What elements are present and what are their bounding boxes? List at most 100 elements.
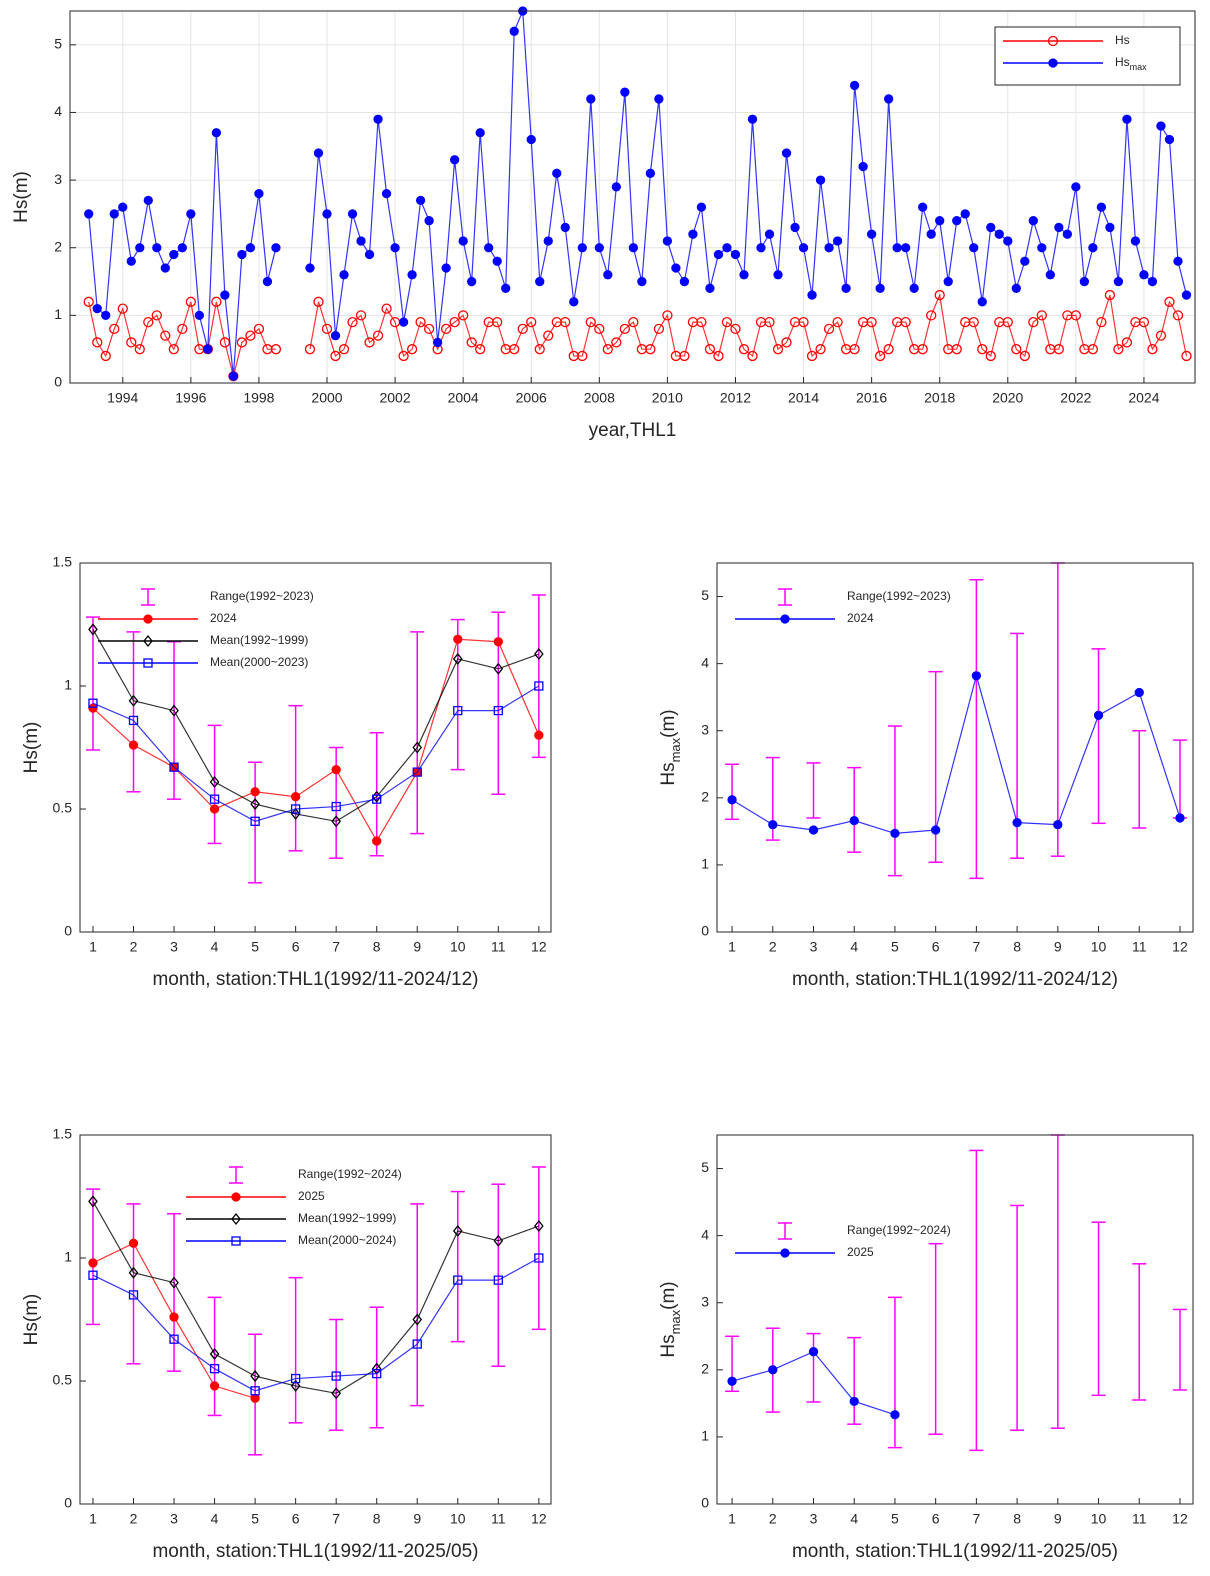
marker <box>1104 289 1116 301</box>
marker <box>1130 236 1141 246</box>
marker <box>543 330 554 341</box>
marker <box>952 216 962 226</box>
y-tick-label: 0.5 <box>53 1372 73 1388</box>
x-tick-label: 2006 <box>516 390 547 406</box>
marker <box>773 270 783 280</box>
y-tick-label: 5 <box>54 36 62 52</box>
marker <box>347 209 358 219</box>
marker <box>211 296 222 307</box>
legend-icon <box>780 1248 790 1258</box>
marker <box>209 1381 220 1391</box>
marker <box>517 323 528 335</box>
marker <box>679 276 690 287</box>
marker <box>594 243 604 253</box>
marker <box>1036 310 1047 321</box>
marker <box>552 168 562 178</box>
marker <box>1105 222 1115 233</box>
legend-icon <box>231 1192 241 1202</box>
marker <box>1012 817 1022 828</box>
marker <box>313 296 324 307</box>
marker <box>526 134 536 145</box>
marker <box>128 1266 139 1279</box>
y-tick-label: 1 <box>64 1249 72 1265</box>
marker <box>220 290 230 300</box>
marker <box>1113 276 1124 287</box>
marker <box>823 323 835 335</box>
x-axis-label: month, station:THL1(1992/11-2025/05) <box>792 1541 1118 1562</box>
y-tick-label: 1.5 <box>53 1126 73 1142</box>
marker <box>994 229 1004 239</box>
marker <box>475 128 485 138</box>
marker <box>493 1234 504 1247</box>
marker <box>1028 316 1039 328</box>
marker <box>1011 283 1021 293</box>
legend-label: 2024 <box>847 611 874 625</box>
marker <box>305 263 315 273</box>
x-tick-label: 8 <box>1013 1511 1021 1527</box>
marker <box>985 350 996 362</box>
marker <box>1096 202 1107 212</box>
x-tick-label: 9 <box>413 1511 421 1527</box>
marker <box>493 662 504 675</box>
marker <box>338 344 350 355</box>
marker <box>250 816 260 826</box>
marker <box>364 249 375 260</box>
marker <box>168 344 179 355</box>
marker <box>943 276 953 287</box>
marker <box>849 815 859 826</box>
marker <box>1172 310 1184 321</box>
marker <box>135 243 145 253</box>
marker <box>535 276 545 287</box>
marker <box>304 344 316 355</box>
marker <box>372 794 382 804</box>
marker <box>412 767 422 777</box>
marker <box>209 794 220 804</box>
x-tick-label: 7 <box>332 939 340 955</box>
x-tick-label: 9 <box>1054 939 1062 955</box>
y-tick-label: 3 <box>54 171 62 187</box>
marker <box>1087 344 1099 355</box>
y-tick-label: 1 <box>701 1428 709 1444</box>
marker <box>245 330 256 341</box>
x-tick-label: 11 <box>1132 1511 1147 1527</box>
marker <box>747 114 758 124</box>
marker <box>509 26 519 36</box>
marker <box>951 344 962 355</box>
legend-icon <box>143 614 153 624</box>
marker <box>1019 350 1030 362</box>
marker <box>577 243 587 253</box>
marker <box>768 1365 778 1375</box>
marker <box>772 344 784 355</box>
marker <box>1020 256 1030 266</box>
marker <box>475 344 486 355</box>
marker <box>250 1386 260 1396</box>
plot-area <box>717 563 1193 932</box>
x-axis-label: month, station:THL1(1992/11-2024/12) <box>792 969 1118 990</box>
marker <box>890 828 900 839</box>
y-tick-label: 5 <box>701 1159 709 1175</box>
series-line <box>92 1257 540 1392</box>
marker <box>960 209 970 219</box>
legend-label: Mean(1992~1999) <box>298 1211 396 1225</box>
legend-label-name: Mean(1992~1999) <box>210 633 308 647</box>
marker <box>84 209 94 219</box>
marker <box>236 337 248 348</box>
marker <box>128 715 139 726</box>
marker <box>381 188 392 199</box>
marker <box>493 637 503 647</box>
legend-icon <box>143 634 153 648</box>
legend-label: Mean(1992~1999) <box>210 633 308 647</box>
marker <box>900 316 911 328</box>
legend-label: Hs <box>1115 33 1130 47</box>
marker <box>971 671 982 681</box>
marker <box>645 168 656 178</box>
marker <box>1045 270 1055 280</box>
marker <box>250 1370 260 1383</box>
x-tick-label: 2000 <box>311 390 342 406</box>
axes-frame <box>716 1134 1194 1505</box>
legend-label-name: Mean(2000~2023) <box>210 655 308 669</box>
x-tick-label: 6 <box>292 1511 300 1527</box>
x-tick-label: 4 <box>850 939 858 955</box>
marker <box>986 222 996 233</box>
